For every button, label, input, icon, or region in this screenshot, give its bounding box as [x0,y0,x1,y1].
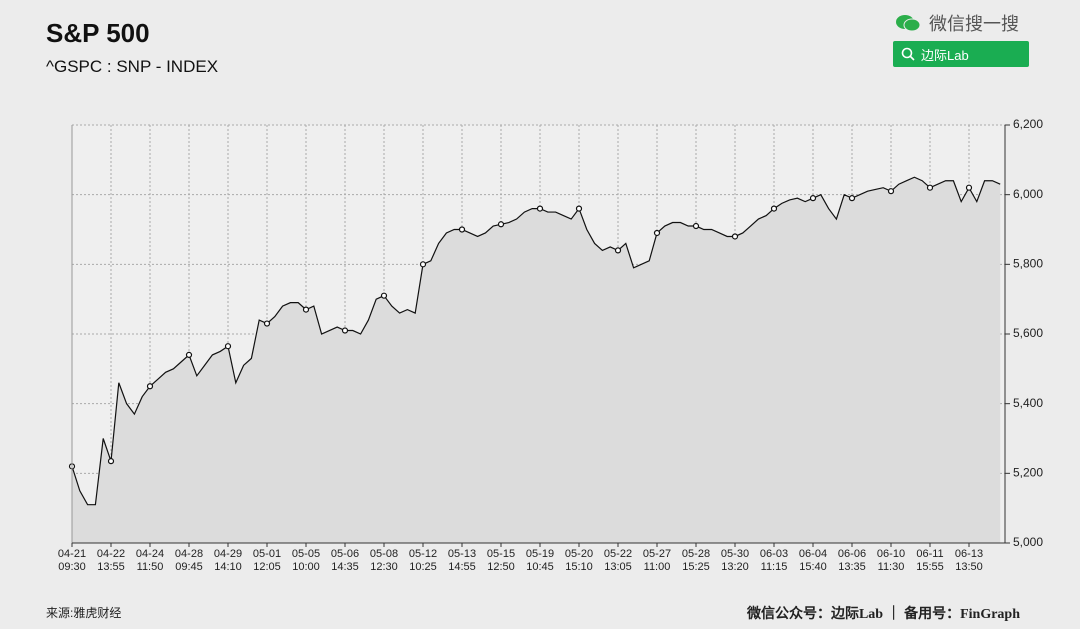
x-tick-label: 05-22 13:05 [603,548,633,573]
marker [458,226,466,233]
marker [341,327,349,334]
marker [731,233,739,240]
marker [653,229,661,237]
marker [224,343,232,350]
x-tick-label: 06-03 11:15 [759,548,789,573]
x-tick-label: 05-27 11:00 [642,548,672,573]
x-tick-label: 05-19 10:45 [525,548,555,573]
marker [770,205,778,212]
marker [419,261,427,268]
x-tick-label: 05-05 10:00 [291,548,321,573]
x-tick-label: 05-30 13:20 [720,548,750,573]
x-tick-label: 06-04 15:40 [798,548,828,573]
subtitle: ^GSPC : SNP - INDEX [46,57,219,76]
x-tick-label: 04-28 09:45 [174,548,204,573]
y-tick-label: 5,200 [1013,466,1043,480]
search-icon [901,47,915,61]
search-button-label: 边际Lab [921,47,969,63]
y-tick-label: 5,400 [1013,396,1043,410]
y-tick-label: 5,800 [1013,257,1043,271]
marker [809,195,817,202]
x-tick-label: 05-08 12:30 [369,548,399,573]
marker [926,184,934,191]
x-tick-label: 05-13 14:55 [447,548,477,573]
wechat-icon [896,15,921,32]
y-tick-label: 5,000 [1013,535,1043,549]
marker [146,383,154,390]
marker [536,205,544,212]
x-tick-label: 06-11 15:55 [916,548,944,573]
x-tick-label: 05-06 14:35 [330,548,360,573]
wechat-search: 微信搜一搜 [895,10,1019,36]
marker [107,458,115,465]
x-tick-label: 04-29 14:10 [213,548,243,573]
title: S&P 500 [46,18,150,48]
x-tick-label: 04-21 09:30 [57,548,87,573]
area [72,177,1001,543]
marker [965,184,973,191]
search-label: 微信搜一搜 [929,14,1019,34]
x-tick-label: 04-22 13:55 [96,548,126,573]
y-tick-label: 6,200 [1013,117,1043,131]
x-tick-label: 05-28 15:25 [681,548,711,573]
x-tick-label: 06-10 11:30 [876,548,906,573]
source: 来源:雅虎财经 [46,606,122,620]
x-tick-label: 05-01 12:05 [252,548,282,573]
x-tick-label: 06-06 13:35 [837,548,867,573]
x-tick-label: 04-24 11:50 [135,548,165,573]
marker [380,292,388,299]
marker [887,188,895,195]
marker [497,221,505,228]
x-tick-label: 05-20 15:10 [564,548,594,573]
search-button[interactable]: 边际Lab [893,41,1029,67]
marker [692,222,700,230]
marker [848,195,856,202]
y-tick-label: 5,600 [1013,326,1043,340]
marker [614,247,622,254]
marker [302,306,310,313]
marker [263,320,271,327]
marker [185,351,193,358]
y-tick-label: 6,000 [1013,187,1043,201]
x-tick-label: 06-13 13:50 [954,548,984,573]
x-tick-label: 05-12 10:25 [408,548,438,573]
x-tick-label: 05-15 12:50 [486,548,516,573]
credit: 微信公众号：边际Lab ｜ 备用号：FinGraph [746,607,1020,622]
marker [575,205,583,212]
